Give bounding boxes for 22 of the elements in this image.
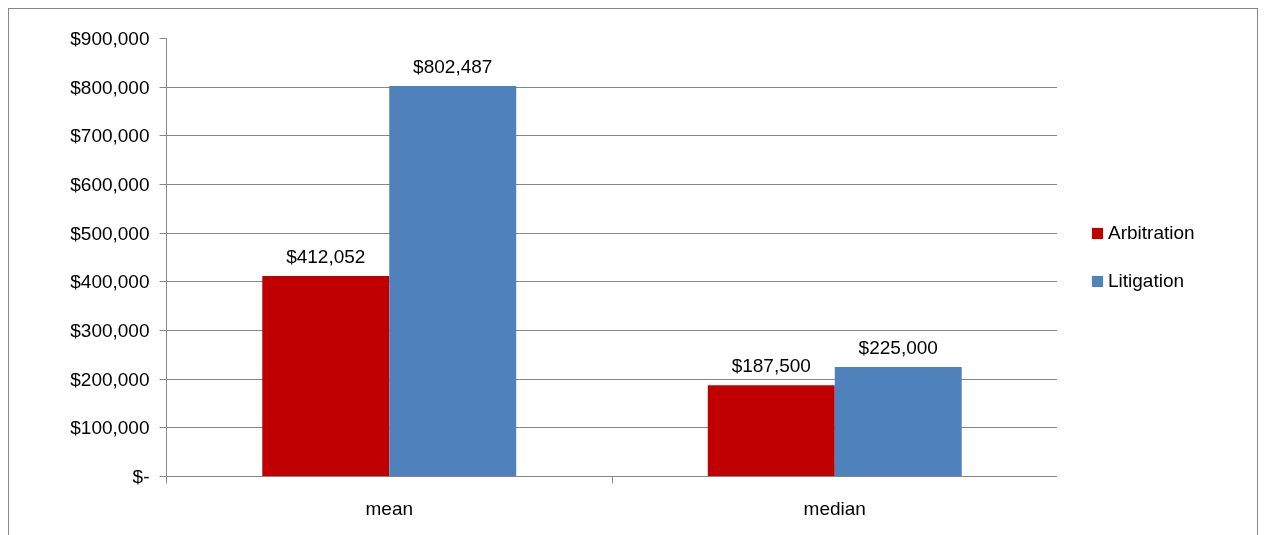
bar — [834, 367, 962, 477]
bar — [389, 85, 517, 477]
y-tick-label: $800,000 — [70, 76, 150, 98]
y-tick-label: $700,000 — [70, 125, 150, 147]
legend-label: Litigation — [1108, 270, 1185, 292]
legend-label: Arbitration — [1108, 222, 1195, 244]
y-tick-label: $200,000 — [70, 368, 150, 390]
y-tick-label: $100,000 — [70, 417, 150, 439]
y-tick-label: $600,000 — [70, 174, 150, 195]
y-tick-label: $- — [132, 466, 150, 487]
bar — [262, 275, 390, 477]
x-tick-label: median — [803, 497, 866, 519]
x-tick-label: mean — [365, 497, 414, 519]
data-label: $187,500 — [731, 355, 811, 377]
bar — [707, 385, 835, 477]
y-tick-label: $500,000 — [70, 222, 150, 244]
y-tick-label: $400,000 — [70, 271, 150, 293]
data-label: $412,052 — [286, 245, 366, 267]
data-label: $225,000 — [858, 337, 938, 358]
y-tick-label: $900,000 — [70, 28, 150, 49]
y-tick-label: $300,000 — [70, 320, 150, 341]
data-label: $802,487 — [413, 55, 493, 77]
